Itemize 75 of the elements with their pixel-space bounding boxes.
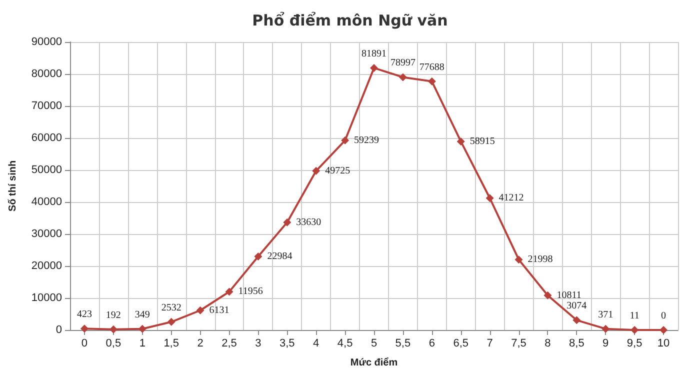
- data-label: 78997: [390, 58, 416, 69]
- x-tick-label: 2,5: [222, 338, 237, 350]
- y-tick-label: 90000: [31, 36, 62, 48]
- data-label: 192: [106, 310, 121, 321]
- chart-title: Phổ điểm môn Ngữ văn: [252, 12, 448, 30]
- data-label: 423: [76, 309, 92, 320]
- y-tick-label: 80000: [31, 68, 62, 80]
- y-tick-label: 70000: [31, 100, 62, 112]
- point: [660, 326, 668, 334]
- x-tick-label: 0: [81, 338, 88, 350]
- data-label: 41212: [498, 192, 524, 204]
- x-tick-label: 2: [197, 338, 204, 350]
- data-label: 21998: [528, 254, 553, 266]
- y-tick-label: 40000: [31, 196, 62, 208]
- y-tick-label: 20000: [31, 260, 62, 272]
- y-tick-label: 0: [56, 324, 62, 336]
- data-label: 2532: [161, 302, 182, 314]
- data-label: 11: [630, 310, 640, 322]
- point: [544, 291, 552, 300]
- data-label: 49725: [325, 165, 350, 176]
- x-tick-label: 4,5: [337, 338, 353, 350]
- data-label: 33630: [296, 216, 322, 228]
- x-tick-label: 5: [370, 338, 378, 350]
- data-label: 0: [661, 310, 666, 322]
- x-tick-label: 4: [313, 338, 320, 350]
- data-label: 371: [598, 309, 614, 320]
- point: [138, 324, 146, 333]
- x-tick-label: 8,5: [569, 338, 584, 350]
- data-label: 3074: [566, 300, 587, 312]
- x-tick-label: 8: [544, 338, 551, 350]
- x-tick-label: 7,5: [511, 338, 526, 350]
- data-label: 77688: [419, 62, 444, 73]
- point: [254, 252, 262, 260]
- y-tick-label: 10000: [31, 292, 62, 304]
- x-tick-label: 3,5: [279, 338, 295, 350]
- data-label: 59239: [354, 134, 380, 146]
- x-tick-label: 0,5: [106, 338, 122, 350]
- x-tick-label: 9: [602, 338, 609, 350]
- x-tick-label: 1: [139, 338, 146, 350]
- data-label: 22984: [267, 250, 292, 262]
- point: [167, 318, 176, 326]
- point: [283, 218, 292, 226]
- y-tick-label: 50000: [31, 164, 62, 176]
- x-tick-label: 7: [486, 338, 493, 350]
- data-label: 6131: [209, 304, 230, 316]
- x-tick-label: 9,5: [626, 338, 642, 350]
- point: [514, 256, 523, 264]
- point: [398, 73, 407, 82]
- x-tick-label: 6: [428, 338, 435, 350]
- y-tick-label: 60000: [31, 132, 62, 144]
- point: [486, 194, 494, 202]
- data-label: 11956: [238, 286, 263, 298]
- y-tick-label: 30000: [31, 228, 62, 240]
- point: [225, 288, 234, 296]
- point: [572, 316, 581, 324]
- data-label: 58915: [470, 136, 495, 147]
- point: [456, 137, 465, 146]
- data-label: 81891: [362, 48, 386, 60]
- data-label: 10811: [556, 290, 582, 301]
- x-tick-label: 10: [657, 338, 670, 350]
- point: [370, 64, 378, 72]
- y-axis-title: Số thí sinh: [8, 160, 18, 212]
- point: [312, 166, 320, 175]
- point: [196, 306, 204, 314]
- point: [428, 77, 436, 86]
- x-tick-label: 1,5: [164, 338, 179, 350]
- point: [109, 325, 118, 334]
- data-label: 349: [134, 309, 150, 320]
- x-tick-label: 3: [255, 338, 262, 350]
- x-tick-label: 5,5: [395, 338, 411, 350]
- point: [80, 324, 88, 333]
- point: [602, 324, 610, 333]
- point: [341, 136, 350, 144]
- x-axis-title: Mức điểm: [350, 356, 398, 368]
- x-tick-label: 6,5: [453, 338, 469, 350]
